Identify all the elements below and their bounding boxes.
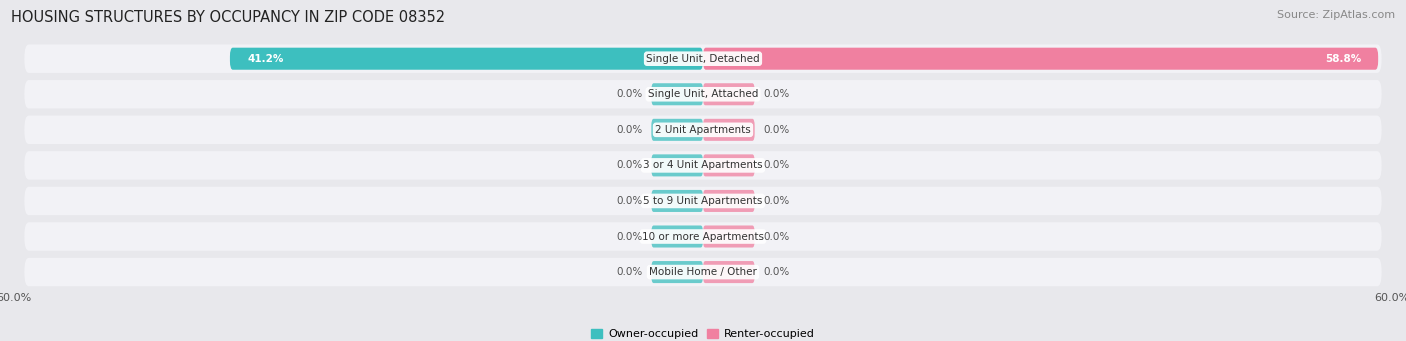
Legend: Owner-occupied, Renter-occupied: Owner-occupied, Renter-occupied [592, 329, 814, 339]
Text: Mobile Home / Other: Mobile Home / Other [650, 267, 756, 277]
FancyBboxPatch shape [651, 83, 703, 105]
Text: 0.0%: 0.0% [616, 232, 643, 241]
FancyBboxPatch shape [703, 154, 755, 176]
FancyBboxPatch shape [651, 154, 703, 176]
Text: Single Unit, Detached: Single Unit, Detached [647, 54, 759, 64]
Text: Source: ZipAtlas.com: Source: ZipAtlas.com [1277, 10, 1395, 20]
Text: 2 Unit Apartments: 2 Unit Apartments [655, 125, 751, 135]
FancyBboxPatch shape [703, 261, 755, 283]
Text: 0.0%: 0.0% [616, 89, 643, 99]
FancyBboxPatch shape [24, 44, 1382, 73]
Text: 58.8%: 58.8% [1324, 54, 1361, 64]
Text: 0.0%: 0.0% [616, 196, 643, 206]
Text: 0.0%: 0.0% [763, 160, 790, 170]
FancyBboxPatch shape [24, 151, 1382, 180]
FancyBboxPatch shape [24, 222, 1382, 251]
FancyBboxPatch shape [703, 83, 755, 105]
Text: 0.0%: 0.0% [763, 125, 790, 135]
FancyBboxPatch shape [651, 190, 703, 212]
FancyBboxPatch shape [231, 48, 703, 70]
Text: 0.0%: 0.0% [763, 232, 790, 241]
Text: 41.2%: 41.2% [247, 54, 284, 64]
Text: 0.0%: 0.0% [763, 196, 790, 206]
FancyBboxPatch shape [703, 48, 1378, 70]
Text: HOUSING STRUCTURES BY OCCUPANCY IN ZIP CODE 08352: HOUSING STRUCTURES BY OCCUPANCY IN ZIP C… [11, 10, 446, 25]
Text: 5 to 9 Unit Apartments: 5 to 9 Unit Apartments [644, 196, 762, 206]
FancyBboxPatch shape [703, 225, 755, 248]
Text: 3 or 4 Unit Apartments: 3 or 4 Unit Apartments [643, 160, 763, 170]
FancyBboxPatch shape [703, 190, 755, 212]
FancyBboxPatch shape [703, 119, 755, 141]
FancyBboxPatch shape [651, 225, 703, 248]
FancyBboxPatch shape [24, 80, 1382, 108]
FancyBboxPatch shape [24, 187, 1382, 215]
FancyBboxPatch shape [651, 119, 703, 141]
FancyBboxPatch shape [651, 261, 703, 283]
FancyBboxPatch shape [24, 116, 1382, 144]
Text: 10 or more Apartments: 10 or more Apartments [643, 232, 763, 241]
Text: 0.0%: 0.0% [616, 267, 643, 277]
Text: 0.0%: 0.0% [616, 160, 643, 170]
Text: 0.0%: 0.0% [763, 267, 790, 277]
FancyBboxPatch shape [24, 258, 1382, 286]
Text: 0.0%: 0.0% [616, 125, 643, 135]
Text: 0.0%: 0.0% [763, 89, 790, 99]
Text: Single Unit, Attached: Single Unit, Attached [648, 89, 758, 99]
